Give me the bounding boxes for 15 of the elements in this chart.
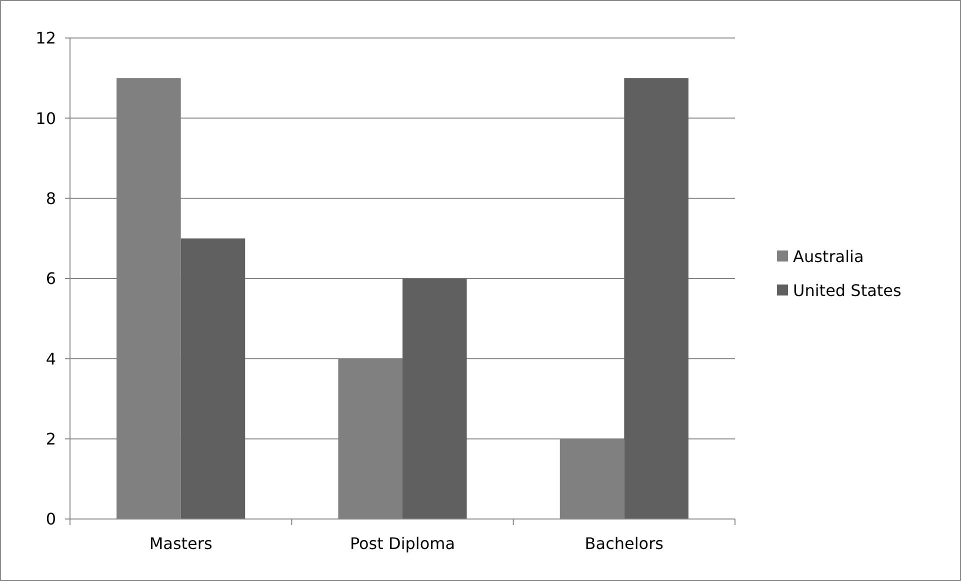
y-tick-label: 12	[36, 28, 56, 48]
y-tick-label: 8	[46, 188, 56, 208]
legend-label: United States	[793, 281, 902, 300]
bar	[180, 238, 246, 519]
legend-label: Australia	[793, 247, 864, 266]
y-tick-label: 4	[46, 349, 56, 368]
bar	[624, 78, 688, 519]
y-tick-label: 0	[46, 510, 56, 529]
x-tick-label: Bachelors	[584, 534, 664, 553]
y-tick-label: 6	[46, 269, 56, 288]
x-tick-label: Post Diploma	[350, 534, 456, 553]
y-tick-label: 10	[36, 108, 56, 128]
bar	[402, 278, 467, 519]
y-tick-label: 2	[46, 429, 56, 448]
x-tick-label: Masters	[149, 534, 212, 553]
